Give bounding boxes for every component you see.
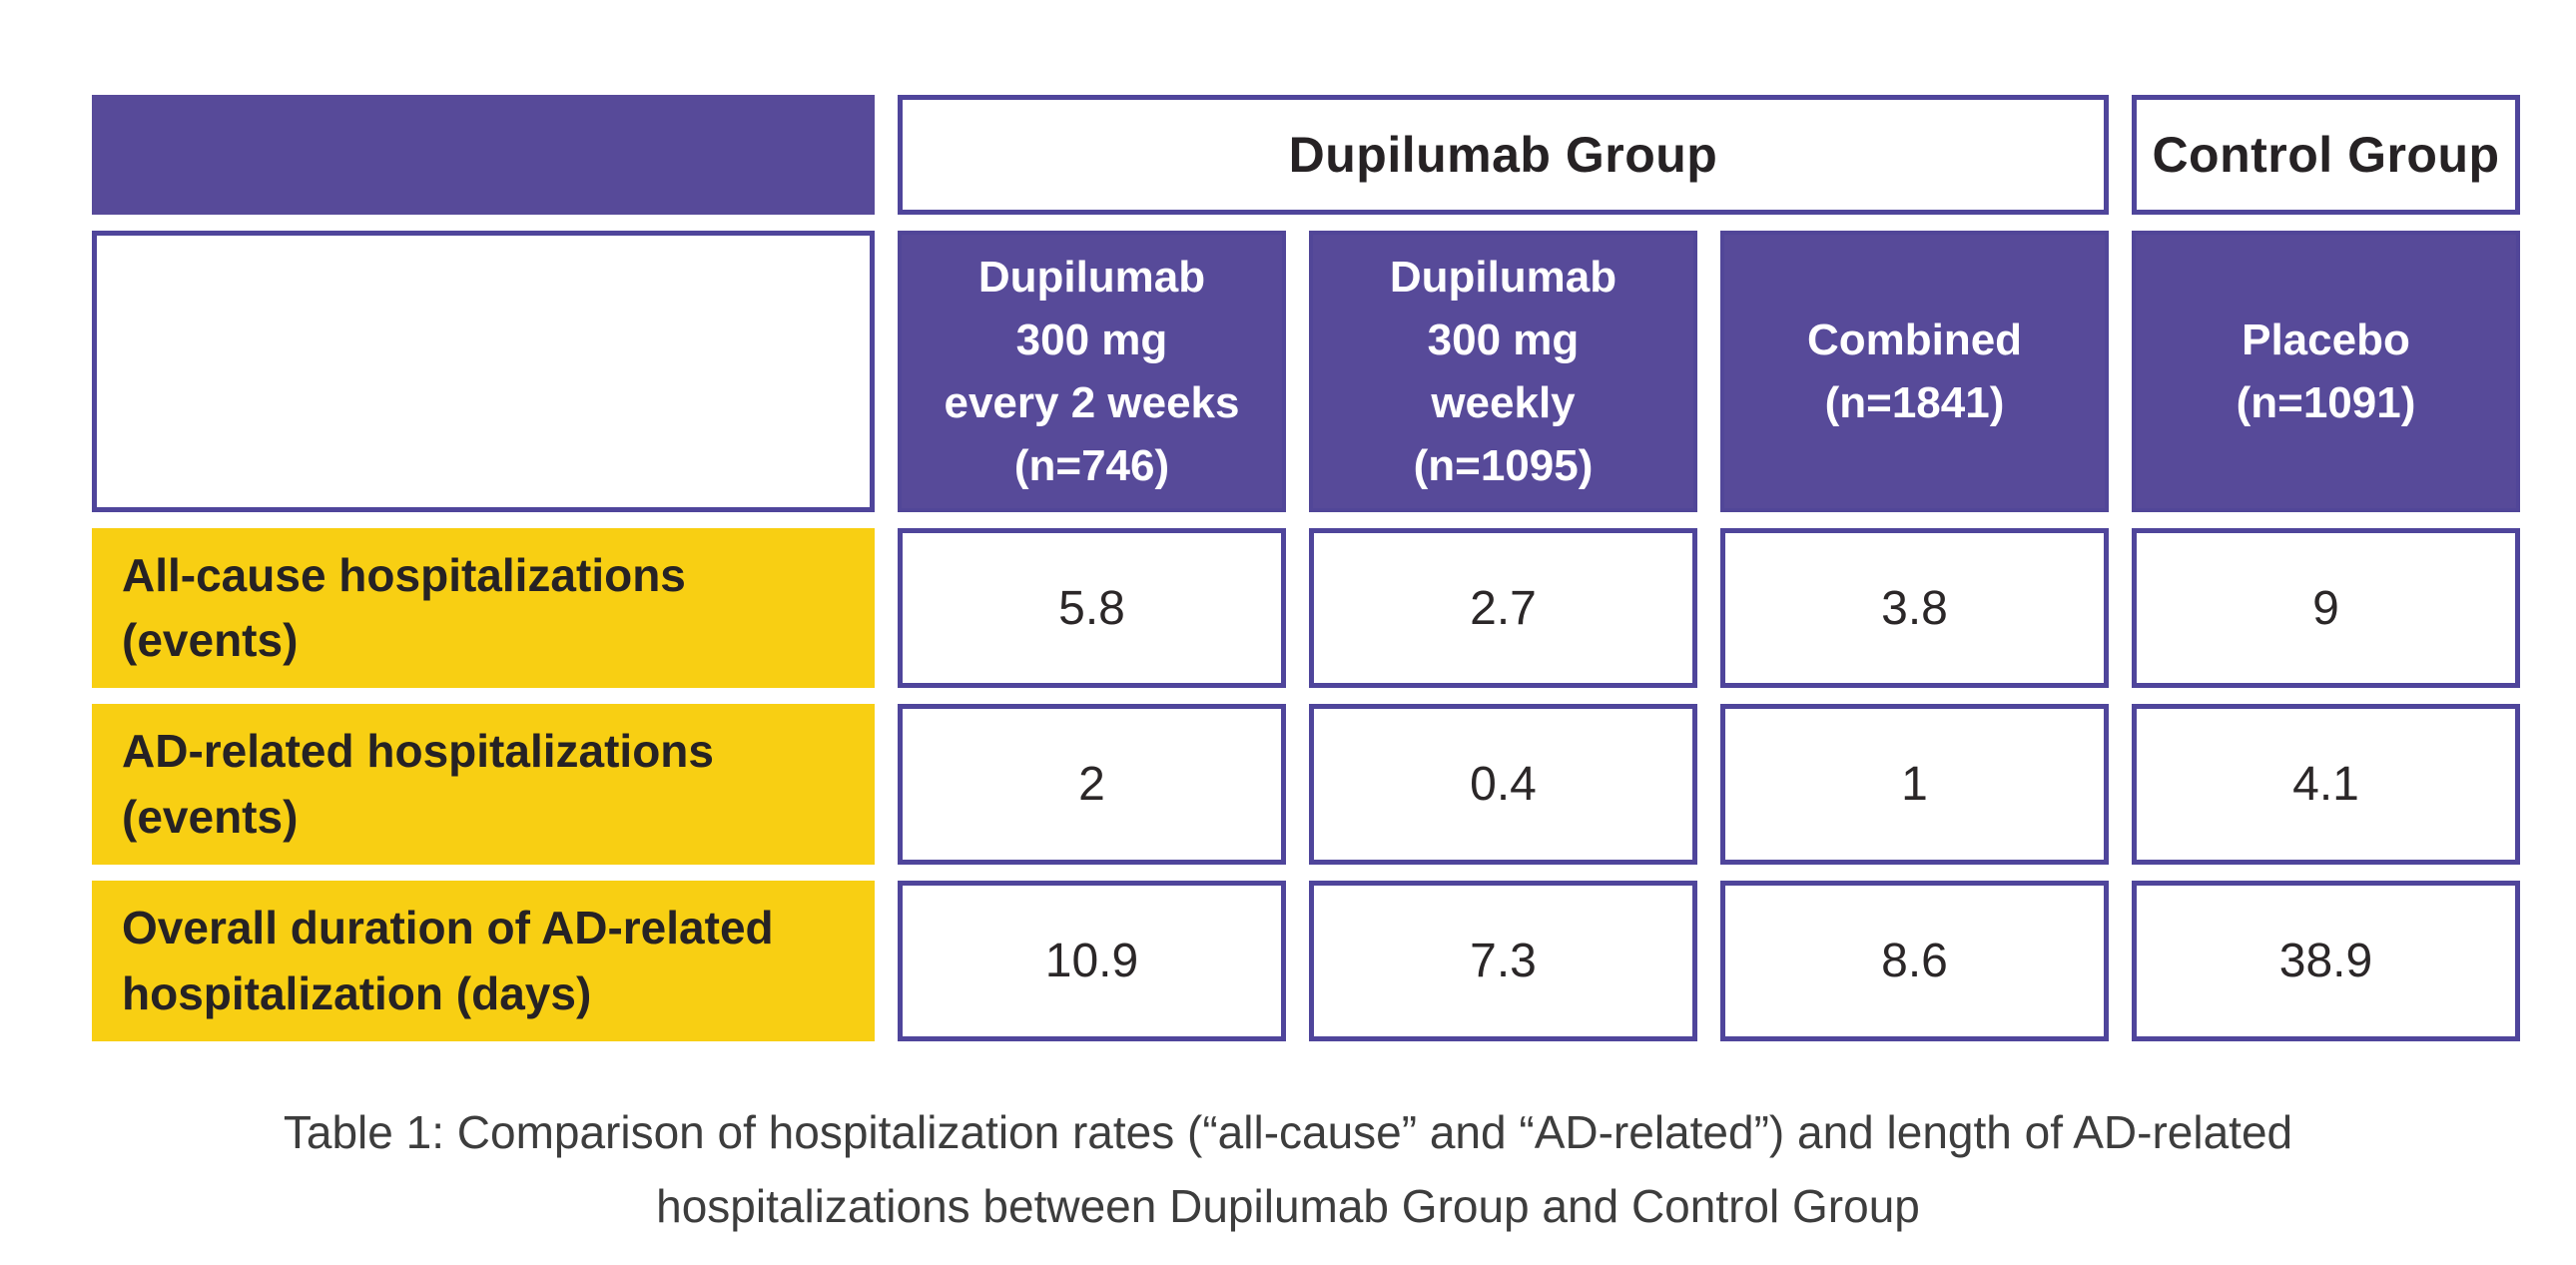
column-header-dupilumab-weekly-label: Dupilumab 300 mg weekly (n=1095) (1389, 253, 1617, 490)
column-header-placebo: Placebo (n=1091) (2132, 231, 2520, 512)
row-label-ad-related: AD-related hospitalizations (events) (92, 704, 875, 865)
data-cell-all-cause-placebo: 9 (2132, 528, 2520, 688)
row-label-ad-related-text: AD-related hospitalizations (events) (122, 725, 714, 843)
column-header-dupilumab-q2w-label: Dupilumab 300 mg every 2 weeks (n=746) (944, 253, 1240, 490)
data-cell-ad-related-combined: 1 (1720, 704, 2109, 865)
value-duration-weekly: 7.3 (1470, 935, 1537, 987)
column-header-combined: Combined (n=1841) (1720, 231, 2109, 512)
table-caption-line2: hospitalizations between Dupilumab Group… (656, 1179, 1920, 1232)
comparison-table: Dupilumab Group Control Group Dupilumab … (92, 95, 2520, 1041)
data-cell-ad-related-placebo: 4.1 (2132, 704, 2520, 865)
value-duration-q2w: 10.9 (1044, 935, 1139, 987)
empty-label-cell (92, 231, 875, 512)
group-header-control-label: Control Group (2152, 127, 2500, 183)
value-ad-related-weekly: 0.4 (1470, 758, 1537, 811)
table-corner-spacer (92, 95, 875, 215)
group-header-control: Control Group (2132, 95, 2520, 215)
row-label-all-cause-text: All-cause hospitalizations (events) (122, 548, 686, 666)
column-header-dupilumab-weekly: Dupilumab 300 mg weekly (n=1095) (1309, 231, 1697, 512)
row-label-duration: Overall duration of AD-related hospitali… (92, 881, 875, 1041)
value-ad-related-q2w: 2 (1078, 758, 1105, 811)
data-cell-all-cause-q2w: 5.8 (898, 528, 1286, 688)
group-header-dupilumab: Dupilumab Group (898, 95, 2109, 215)
value-duration-placebo: 38.9 (2278, 935, 2373, 987)
column-header-dupilumab-q2w: Dupilumab 300 mg every 2 weeks (n=746) (898, 231, 1286, 512)
value-ad-related-placebo: 4.1 (2292, 758, 2359, 811)
data-cell-duration-weekly: 7.3 (1309, 881, 1697, 1041)
table-caption-line1: Table 1: Comparison of hospitalization r… (283, 1106, 2293, 1158)
data-cell-duration-placebo: 38.9 (2132, 881, 2520, 1041)
value-duration-combined: 8.6 (1881, 935, 1948, 987)
value-all-cause-weekly: 2.7 (1470, 581, 1537, 635)
data-cell-ad-related-q2w: 2 (898, 704, 1286, 865)
row-label-duration-text: Overall duration of AD-related hospitali… (122, 902, 774, 1019)
value-ad-related-combined: 1 (1901, 758, 1928, 811)
table-caption: Table 1: Comparison of hospitalization r… (0, 1096, 2576, 1243)
column-header-placebo-label: Placebo (n=1091) (2236, 316, 2416, 427)
value-all-cause-combined: 3.8 (1881, 581, 1948, 635)
column-header-combined-label: Combined (n=1841) (1806, 316, 2023, 427)
value-all-cause-placebo: 9 (2312, 581, 2339, 635)
data-cell-duration-q2w: 10.9 (898, 881, 1286, 1041)
data-cell-all-cause-combined: 3.8 (1720, 528, 2109, 688)
data-cell-all-cause-weekly: 2.7 (1309, 528, 1697, 688)
data-cell-duration-combined: 8.6 (1720, 881, 2109, 1041)
data-cell-ad-related-weekly: 0.4 (1309, 704, 1697, 865)
group-header-dupilumab-label: Dupilumab Group (1288, 127, 1718, 183)
value-all-cause-q2w: 5.8 (1058, 581, 1125, 635)
row-label-all-cause: All-cause hospitalizations (events) (92, 528, 875, 688)
